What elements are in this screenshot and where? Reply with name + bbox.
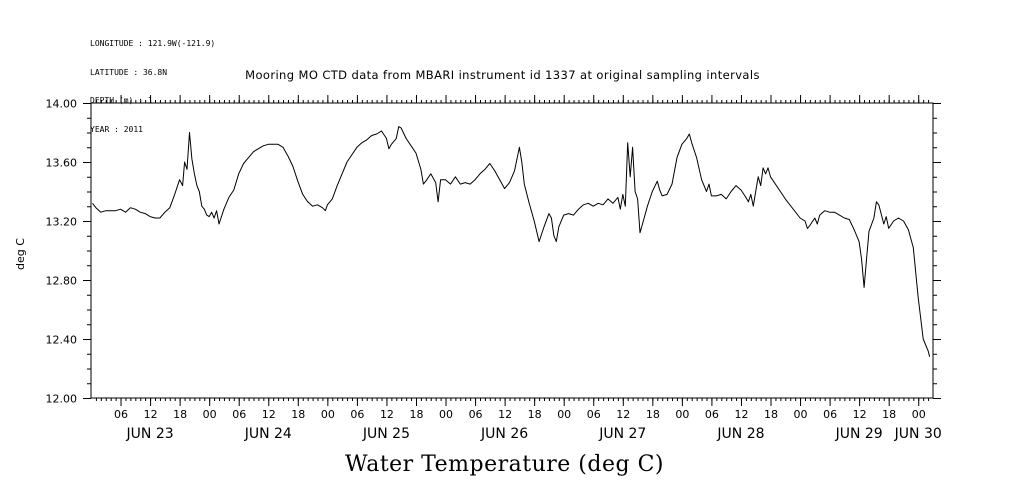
x-tick-label: 06 xyxy=(587,408,601,421)
x-tick-label: 06 xyxy=(114,408,128,421)
x-tick-label: 06 xyxy=(469,408,483,421)
plot-frame xyxy=(90,102,934,399)
x-day-label: JUN 25 xyxy=(362,426,410,442)
x-tick-label: 18 xyxy=(764,408,778,421)
x-tick-label: 06 xyxy=(350,408,364,421)
y-ticks-group: 12.00 12.40 12.80 13.20 13.60 14.00 xyxy=(46,98,941,406)
x-tick-label: 00 xyxy=(321,408,335,421)
x-tick-label: 18 xyxy=(528,408,542,421)
x-tick-label: 18 xyxy=(882,408,896,421)
y-tick-label: 13.20 xyxy=(46,216,78,229)
plot-frame-group xyxy=(90,102,934,399)
x-tick-label: 06 xyxy=(232,408,246,421)
x-tick-label: 00 xyxy=(912,408,926,421)
x-day-label: JUN 24 xyxy=(244,426,292,442)
y-tick-label: 14.00 xyxy=(46,98,78,111)
x-tick-label: 00 xyxy=(557,408,571,421)
y-tick-label: 13.60 xyxy=(46,157,78,170)
y-tick-label: 12.00 xyxy=(46,393,78,406)
x-tick-label: 12 xyxy=(616,408,630,421)
x-day-label: JUN 28 xyxy=(716,426,764,442)
x-day-label: JUN 29 xyxy=(835,426,883,442)
x-tick-label: 18 xyxy=(173,408,187,421)
year-label: YEAR : 2011 xyxy=(90,124,143,134)
chart-title-text: Mooring MO CTD data from MBARI instrumen… xyxy=(245,68,760,82)
x-tick-label: 06 xyxy=(823,408,837,421)
x-tick-label: 12 xyxy=(853,408,867,421)
x-tick-label: 12 xyxy=(144,408,158,421)
x-day-label: JUN 30 xyxy=(894,426,942,442)
x-tick-label: 06 xyxy=(705,408,719,421)
latitude-label: LATITUDE : 36.8N xyxy=(90,67,168,77)
series-line-water-temperature xyxy=(92,126,931,357)
x-day-label: JUN 26 xyxy=(480,426,528,442)
x-tick-label: 00 xyxy=(794,408,808,421)
x-tick-label: 18 xyxy=(291,408,305,421)
x-tick-label: 00 xyxy=(203,408,217,421)
chart-title: Mooring MO CTD data from MBARI instrumen… xyxy=(0,68,1009,82)
x-tick-label: 12 xyxy=(498,408,512,421)
x-tick-label: 12 xyxy=(380,408,394,421)
series-group xyxy=(92,126,931,357)
minor-ticks-group xyxy=(87,100,937,401)
x-tick-label: 18 xyxy=(409,408,423,421)
x-day-label: JUN 27 xyxy=(598,426,646,442)
x-tick-label: 18 xyxy=(646,408,660,421)
x-ticks-group: 06 12 18 00 06 12 18 00 06 12 18 00 06 12 18 00 06 12 18 00… xyxy=(114,95,942,442)
x-tick-label: 12 xyxy=(262,408,276,421)
y-tick-label: 12.40 xyxy=(46,334,78,347)
longitude-label: LONGITUDE : 121.9W(-121.9) xyxy=(90,39,216,48)
y-tick-label: 12.80 xyxy=(46,275,78,288)
x-tick-label: 00 xyxy=(675,408,689,421)
x-tick-label: 12 xyxy=(734,408,748,421)
x-day-label: JUN 23 xyxy=(126,426,174,442)
x-axis-title: Water Temperature (deg C) xyxy=(345,452,664,477)
x-tick-label: 00 xyxy=(439,408,453,421)
